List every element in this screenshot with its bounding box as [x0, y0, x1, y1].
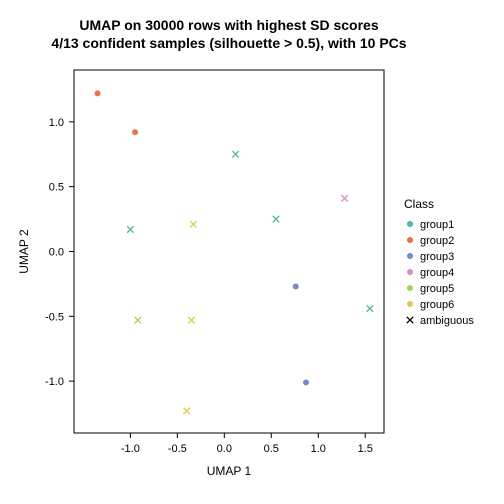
legend-label: group6: [420, 299, 454, 311]
y-tick-label: -1.0: [45, 376, 64, 388]
chart-title-line-1: UMAP on 30000 rows with highest SD score…: [79, 17, 378, 33]
y-axis-label: UMAP 2: [17, 229, 31, 274]
x-axis-label: UMAP 1: [207, 464, 252, 478]
data-point: [94, 90, 100, 96]
data-point: [132, 129, 138, 135]
chart-title-line-2: 4/13 confident samples (silhouette > 0.5…: [51, 35, 406, 51]
y-tick-label: 1.0: [49, 117, 64, 129]
legend-label: group5: [420, 283, 454, 295]
legend-label: group1: [420, 219, 454, 231]
legend-marker-icon: [407, 285, 413, 291]
x-tick-label: -1.0: [121, 443, 140, 455]
legend-marker-icon: [407, 253, 413, 259]
data-point: [293, 284, 299, 290]
x-tick-label: 0.5: [264, 443, 279, 455]
legend-label: ambiguous: [420, 315, 474, 327]
scatter-plot: UMAP on 30000 rows with highest SD score…: [0, 0, 504, 504]
legend-marker-icon: [407, 221, 413, 227]
chart-container: UMAP on 30000 rows with highest SD score…: [0, 0, 504, 504]
legend-marker-icon: [407, 237, 413, 243]
legend-label: group3: [420, 251, 454, 263]
legend-label: group4: [420, 267, 454, 279]
legend-title: Class: [404, 197, 434, 211]
legend-label: group2: [420, 235, 454, 247]
plot-border: [74, 70, 384, 433]
x-tick-label: -0.5: [168, 443, 187, 455]
x-tick-label: 0.0: [217, 443, 232, 455]
data-point: [303, 379, 309, 385]
x-tick-label: 1.0: [311, 443, 326, 455]
legend-marker-icon: [407, 301, 413, 307]
y-tick-label: -0.5: [45, 311, 64, 323]
y-tick-label: 0.0: [49, 247, 64, 259]
x-tick-label: 1.5: [358, 443, 373, 455]
legend-marker-icon: [407, 269, 413, 275]
y-tick-label: 0.5: [49, 182, 64, 194]
